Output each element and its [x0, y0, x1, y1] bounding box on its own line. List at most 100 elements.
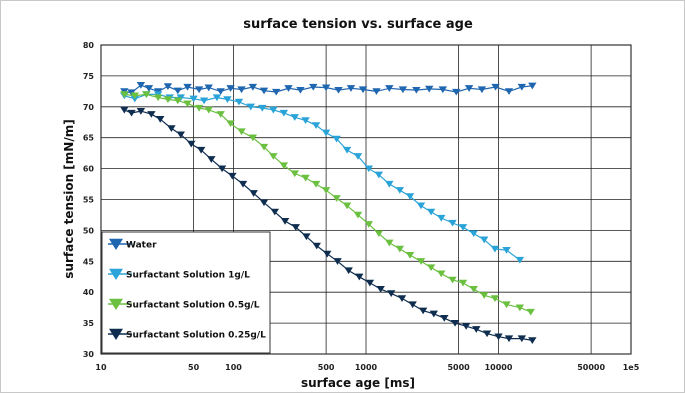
- data-point: [212, 94, 222, 102]
- series-2: [120, 91, 535, 316]
- data-point: [238, 180, 248, 188]
- y-tick-label: 30: [83, 350, 95, 359]
- data-point: [321, 187, 331, 194]
- x-tick-label: 50: [188, 363, 200, 372]
- x-tick-labels: 10 50 100 500 1000 5000 10000 50000 1e5: [95, 363, 639, 372]
- legend: Water Surfactant Solution 1g/L Surfactant …: [101, 231, 271, 354]
- data-point: [450, 319, 460, 327]
- x-tick-label: 5000: [447, 363, 470, 372]
- data-point: [269, 106, 278, 114]
- data-point: [130, 92, 140, 100]
- data-point: [426, 208, 436, 216]
- y-tick-label: 75: [83, 72, 95, 81]
- data-point: [528, 82, 537, 90]
- data-point: [480, 292, 489, 299]
- data-point: [502, 247, 511, 254]
- data-point: [280, 217, 290, 225]
- data-point: [144, 85, 154, 92]
- data-point: [438, 86, 448, 94]
- chart-title: surface tension vs. surface age: [243, 17, 473, 32]
- data-point: [291, 224, 300, 231]
- data-point: [387, 290, 396, 298]
- data-point: [216, 111, 225, 118]
- data-point: [223, 96, 232, 103]
- data-point: [458, 279, 468, 287]
- data-point: [301, 174, 310, 182]
- data-point: [429, 310, 439, 318]
- data-point: [321, 129, 331, 137]
- data-point: [333, 258, 342, 265]
- data-point: [469, 285, 478, 293]
- y-tick-label: 60: [83, 165, 95, 174]
- data-point: [176, 131, 185, 139]
- data-point: [397, 295, 407, 302]
- data-point: [425, 85, 434, 93]
- data-point: [458, 224, 468, 231]
- data-point: [416, 258, 426, 265]
- x-tick-label: 50000: [577, 363, 605, 372]
- series-1: [120, 91, 525, 264]
- data-point: [353, 153, 363, 160]
- legend-entry: Surfactant Solution 0.5g/L: [108, 298, 260, 311]
- data-point: [515, 256, 525, 264]
- data-point: [194, 86, 204, 94]
- data-point: [302, 233, 311, 241]
- data-point: [249, 190, 258, 197]
- y-tick-label: 45: [83, 257, 95, 266]
- data-point: [120, 91, 129, 99]
- data-point: [374, 230, 384, 238]
- data-point: [372, 88, 381, 95]
- data-point: [237, 86, 246, 94]
- y-tick-label: 80: [83, 41, 95, 50]
- data-point: [416, 202, 426, 210]
- data-point: [405, 251, 415, 259]
- y-tick-label: 70: [83, 103, 95, 112]
- data-point: [142, 91, 151, 99]
- data-point: [173, 87, 183, 95]
- x-tick-label: 10000: [485, 363, 513, 372]
- data-point: [342, 202, 352, 210]
- data-point: [259, 87, 269, 95]
- legend-marker: [109, 298, 123, 310]
- data-point: [136, 107, 146, 115]
- data-point: [136, 82, 146, 89]
- data-point: [207, 156, 216, 163]
- data-point: [279, 162, 289, 170]
- data-point: [296, 86, 305, 94]
- data-point: [204, 106, 213, 114]
- data-point: [309, 83, 318, 91]
- legend-marker: [109, 268, 123, 280]
- data-point: [279, 109, 289, 117]
- data-point: [491, 83, 500, 91]
- y-tick-label: 50: [83, 226, 95, 235]
- data-point: [480, 236, 489, 244]
- plot-border: [100, 44, 632, 355]
- data-point: [418, 307, 428, 315]
- data-point: [365, 279, 375, 287]
- x-tick-label: 100: [225, 363, 242, 372]
- y-tick-label: 55: [83, 196, 95, 205]
- data-point: [204, 84, 213, 92]
- data-point: [346, 85, 356, 92]
- data-point: [312, 242, 321, 250]
- y-axis-label: surface tension [mN/m]: [62, 119, 76, 278]
- x-axis-label: surface age [ms]: [301, 376, 415, 390]
- data-point: [270, 208, 280, 216]
- y-tick-labels: 30 35 40 45 50 55 60 65 70 75 80: [83, 41, 95, 359]
- data-point: [408, 301, 417, 309]
- x-tick-label: 10: [95, 363, 107, 372]
- data-point: [437, 214, 446, 222]
- data-point: [494, 333, 503, 341]
- legend-box: [101, 231, 271, 354]
- data-point: [472, 326, 481, 333]
- data-point: [217, 165, 227, 173]
- data-point: [323, 250, 332, 258]
- data-point: [258, 104, 267, 112]
- data-point: [321, 84, 331, 92]
- y-tick-label: 40: [83, 288, 95, 297]
- data-point: [515, 304, 525, 312]
- legend-label: Surfactant Solution 0.25g/L: [126, 331, 266, 341]
- series-layer: [120, 82, 537, 344]
- data-point: [517, 335, 527, 343]
